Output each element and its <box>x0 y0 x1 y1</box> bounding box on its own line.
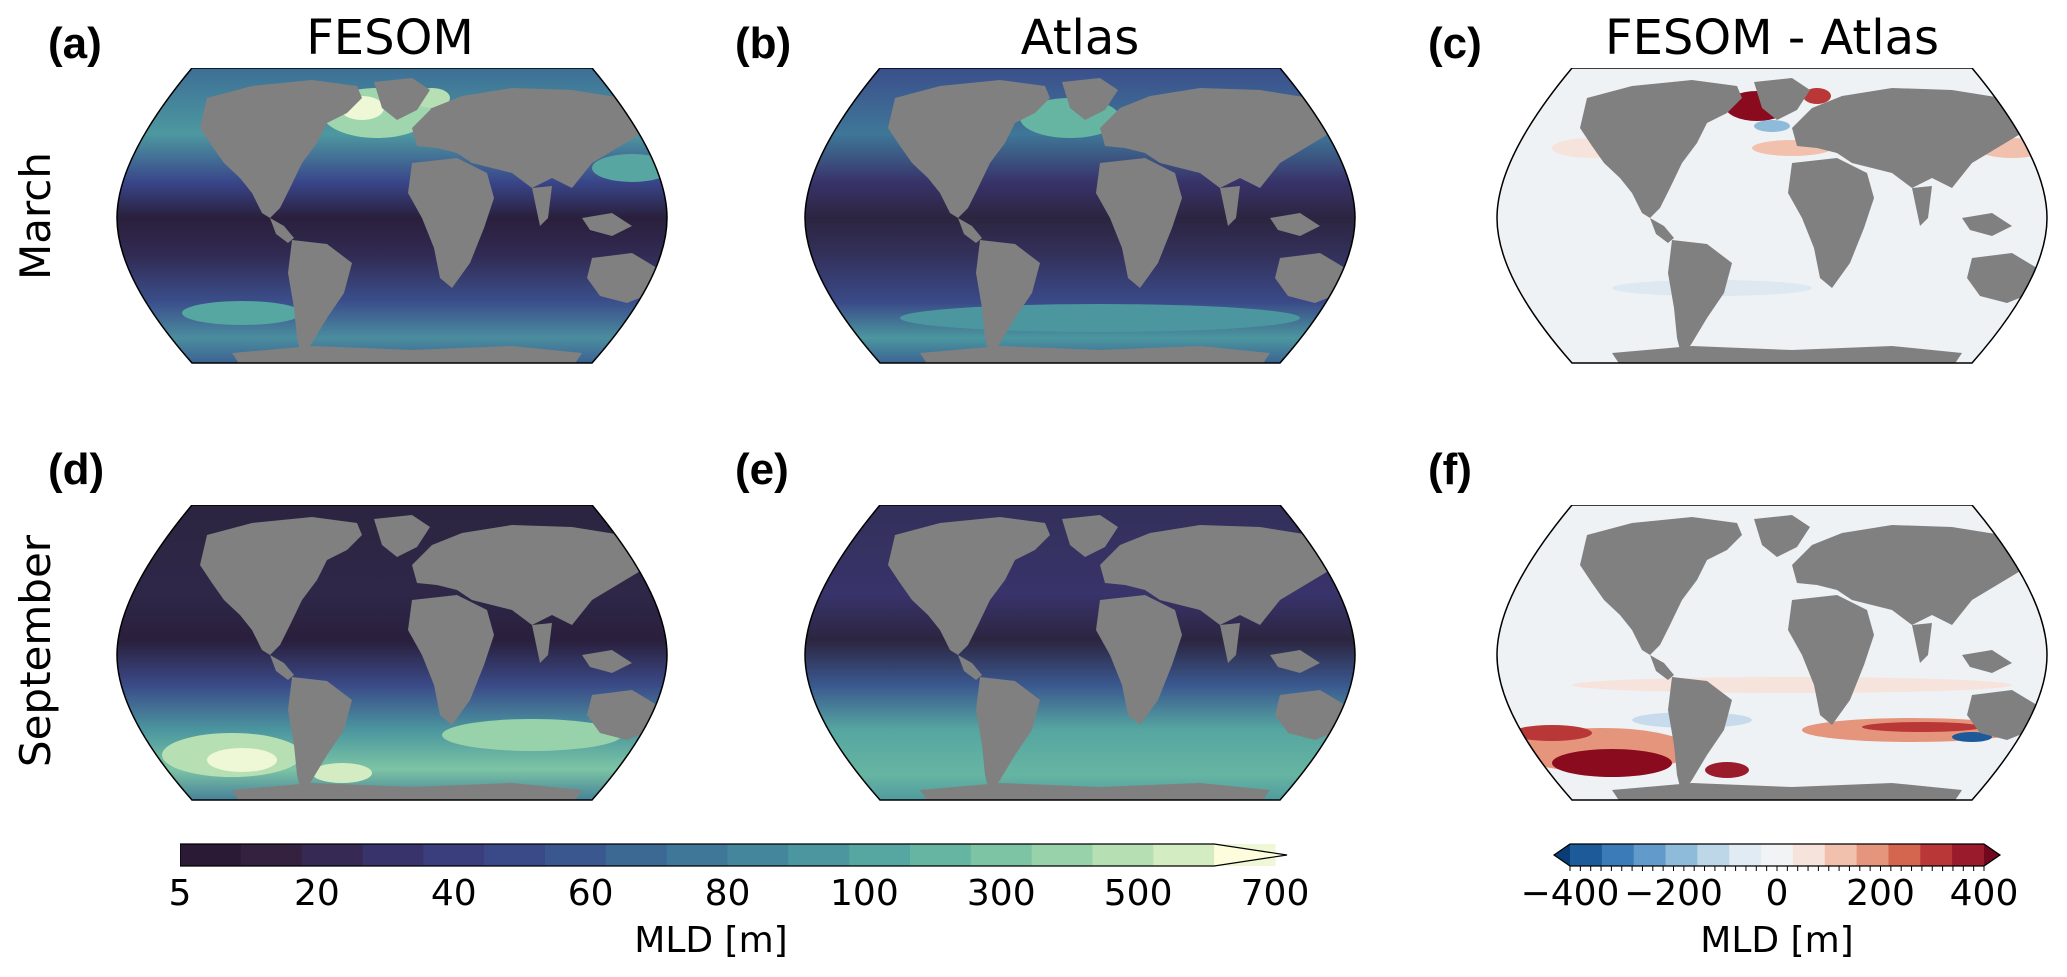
colorbar-difference-segment <box>1888 844 1921 866</box>
colorbar-mld-outline <box>180 843 1288 867</box>
column-title-difference: FESOM - Atlas <box>1604 10 1939 66</box>
colorbar-difference-label: MLD [m] <box>1700 920 1854 961</box>
colorbar-difference-tick-label: −400 <box>1520 873 1620 914</box>
colorbar-difference-tick-label: 0 <box>1765 873 1789 914</box>
colorbar-mld-segment <box>1092 844 1154 866</box>
colorbar-mld-tick-label: 40 <box>430 873 477 914</box>
panel-label-e: (e) <box>735 445 789 494</box>
colorbar-mld <box>180 843 1288 867</box>
colorbar-mld-segment <box>180 844 242 866</box>
colorbar-difference-segment <box>1792 844 1826 866</box>
panel-label-b: (b) <box>735 19 792 68</box>
colorbar-mld-tick-label: 60 <box>567 873 614 914</box>
colorbar-difference-segment <box>1697 844 1730 866</box>
map-difference-march <box>1496 68 2048 364</box>
colorbar-mld-tick-label: 300 <box>966 873 1036 914</box>
panel-label-c: (c) <box>1428 19 1482 68</box>
colorbar-mld-tick-label: 100 <box>830 873 899 914</box>
column-title-fesom: FESOM <box>306 10 474 66</box>
colorbar-difference-segment <box>1729 844 1762 866</box>
colorbar-difference-segment <box>1856 844 1889 866</box>
colorbar-difference-tick-label: 400 <box>1949 873 2019 914</box>
colorbar-difference-extend-high <box>1984 844 2000 866</box>
row-label-march: March <box>11 151 60 281</box>
map-atlas-march <box>804 68 1356 364</box>
colorbar-difference <box>1552 843 2002 871</box>
colorbar-mld-tick-label: 500 <box>1103 873 1173 914</box>
colorbar-difference-segment <box>1952 844 1985 866</box>
colorbar-mld-segment <box>788 844 850 866</box>
colorbar-mld-extend <box>1214 844 1287 866</box>
colorbar-mld-segment <box>484 844 546 866</box>
column-title-atlas: Atlas <box>1020 10 1140 66</box>
panel-label-f: (f) <box>1428 445 1472 494</box>
map-fesom-september <box>116 505 668 801</box>
panel-label-d: (d) <box>48 445 105 494</box>
colorbar-mld-segment <box>605 844 668 866</box>
colorbar-mld-segment <box>423 844 485 866</box>
colorbar-mld-tick-label: 700 <box>1240 873 1310 914</box>
colorbar-mld-segment <box>1153 844 1215 866</box>
colorbar-difference-extend-low <box>1554 844 1570 866</box>
colorbar-difference-segment <box>1824 844 1858 866</box>
colorbar-mld-segment <box>1031 844 1093 866</box>
colorbar-mld-segment <box>910 844 972 866</box>
colorbar-mld-tick-label: 20 <box>293 873 340 914</box>
colorbar-mld-tick-label: 80 <box>704 873 751 914</box>
colorbar-difference-segment <box>1633 844 1667 866</box>
colorbar-mld-segment <box>727 844 789 866</box>
colorbar-mld-segment <box>849 844 911 866</box>
colorbar-mld-segment <box>301 844 363 866</box>
colorbar-mld-segment <box>240 844 303 866</box>
colorbar-difference-tick-label: 200 <box>1846 873 1915 914</box>
panel-label-a: (a) <box>48 19 102 68</box>
row-label-september: September <box>11 534 60 768</box>
map-fesom-march <box>116 68 668 364</box>
colorbar-mld-segment <box>545 844 607 866</box>
colorbar-difference-tick-label: −200 <box>1624 873 1723 914</box>
colorbar-difference-segment <box>1665 844 1698 866</box>
colorbar-mld-tick-label: 5 <box>168 873 192 914</box>
colorbar-mld-label: MLD [m] <box>634 920 788 961</box>
colorbar-difference-segment <box>1761 844 1794 866</box>
map-difference-september <box>1496 505 2048 801</box>
map-atlas-september <box>804 505 1356 801</box>
colorbar-difference-segment <box>1601 844 1635 866</box>
colorbar-difference-segment <box>1920 844 1953 866</box>
colorbar-mld-segment <box>666 844 728 866</box>
colorbar-difference-segment <box>1570 844 1603 866</box>
colorbar-mld-segment <box>362 844 424 866</box>
colorbar-mld-segment <box>970 844 1033 866</box>
